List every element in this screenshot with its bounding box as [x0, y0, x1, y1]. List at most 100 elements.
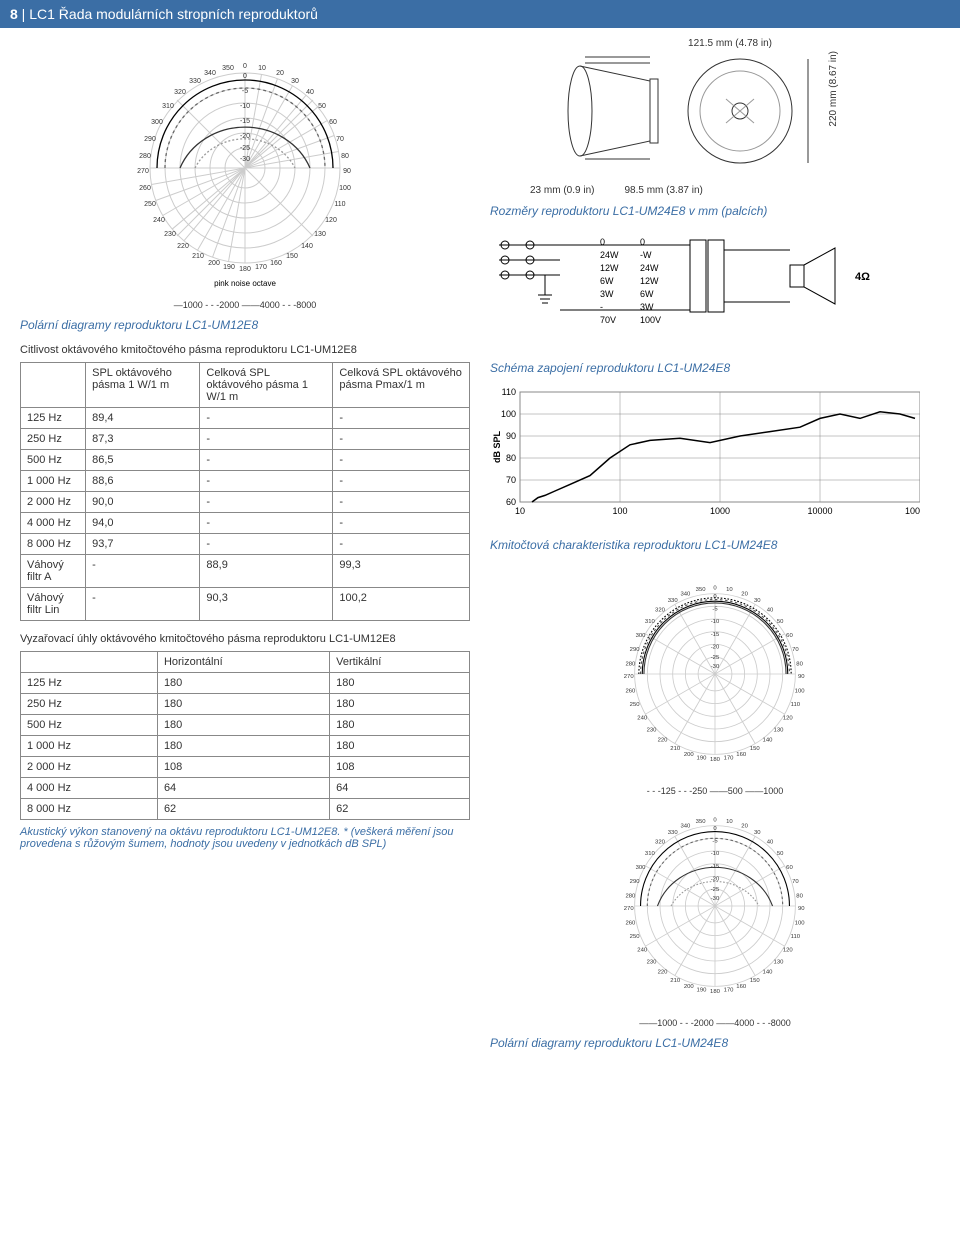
- wiring-caption: Schéma zapojení reproduktoru LC1-UM24E8: [490, 361, 940, 375]
- table-header: Horizontální: [157, 652, 329, 673]
- svg-text:110: 110: [334, 201, 345, 208]
- svg-text:150: 150: [750, 746, 761, 752]
- svg-text:260: 260: [625, 689, 636, 695]
- svg-text:200: 200: [684, 984, 695, 990]
- wiring-svg: 024W12W6W3W-70V0-W24W12W6W3W100V 4Ω: [490, 230, 890, 350]
- svg-text:-W: -W: [640, 250, 652, 260]
- svg-text:100: 100: [795, 921, 806, 927]
- svg-text:80: 80: [506, 453, 516, 463]
- svg-text:140: 140: [763, 970, 774, 976]
- table-row: 500 Hz86,5--: [21, 450, 470, 471]
- svg-text:330: 330: [668, 598, 679, 604]
- dim-bl: 23 mm (0.9 in): [530, 185, 594, 196]
- svg-text:-5: -5: [712, 839, 718, 845]
- svg-text:dB SPL: dB SPL: [492, 431, 502, 464]
- svg-text:290: 290: [630, 879, 641, 885]
- svg-text:-25: -25: [711, 655, 720, 661]
- polar2-legend: - - -125 - - -250 ——500 ——1000: [490, 786, 940, 796]
- svg-text:100: 100: [501, 409, 516, 419]
- svg-text:340: 340: [680, 591, 691, 597]
- table-row: 500 Hz180180: [21, 715, 470, 736]
- svg-text:230: 230: [164, 231, 176, 238]
- svg-text:210: 210: [192, 253, 204, 260]
- svg-text:100000: 100000: [905, 506, 920, 516]
- svg-text:-20: -20: [711, 877, 720, 883]
- polar-diagram-1: 01020 304050 607080 90100110 120130140 1…: [20, 38, 470, 310]
- svg-text:3W: 3W: [640, 302, 654, 312]
- svg-text:60: 60: [786, 633, 793, 639]
- svg-text:320: 320: [655, 839, 666, 845]
- svg-text:240: 240: [637, 948, 648, 954]
- left-column: 01020 304050 607080 90100110 120130140 1…: [20, 38, 470, 1062]
- table-header: [21, 363, 86, 408]
- svg-text:20: 20: [276, 70, 284, 77]
- svg-text:260: 260: [139, 185, 151, 192]
- svg-text:110: 110: [502, 387, 516, 397]
- svg-text:330: 330: [668, 830, 679, 836]
- svg-text:220: 220: [177, 243, 189, 250]
- svg-text:0: 0: [243, 63, 247, 70]
- svg-text:6W: 6W: [600, 276, 614, 286]
- svg-text:240: 240: [637, 716, 648, 722]
- svg-text:10: 10: [515, 506, 525, 516]
- svg-text:250: 250: [630, 702, 641, 708]
- svg-text:24W: 24W: [640, 263, 659, 273]
- svg-text:30: 30: [754, 598, 761, 604]
- svg-text:-30: -30: [711, 896, 720, 902]
- svg-text:0: 0: [640, 237, 645, 247]
- page-number: 8: [10, 6, 18, 22]
- svg-text:270: 270: [624, 906, 635, 912]
- svg-text:130: 130: [774, 960, 785, 966]
- svg-text:310: 310: [645, 619, 656, 625]
- svg-text:-25: -25: [240, 145, 250, 152]
- svg-text:70: 70: [792, 647, 799, 653]
- svg-text:230: 230: [647, 960, 658, 966]
- svg-text:-10: -10: [711, 619, 720, 625]
- svg-text:350: 350: [696, 819, 707, 825]
- svg-text:160: 160: [736, 752, 747, 758]
- page-header: 8 | LC1 Řada modulárních stropních repro…: [0, 0, 960, 28]
- svg-text:80: 80: [341, 153, 349, 160]
- svg-text:0: 0: [713, 817, 717, 823]
- svg-text:180: 180: [239, 266, 251, 273]
- svg-text:-10: -10: [240, 103, 250, 110]
- table-row: 2 000 Hz108108: [21, 757, 470, 778]
- svg-text:70: 70: [792, 879, 799, 885]
- wiring-figure: 024W12W6W3W-70V0-W24W12W6W3W100V 4Ω: [490, 230, 940, 353]
- svg-text:320: 320: [174, 89, 186, 96]
- svg-text:220: 220: [658, 970, 669, 976]
- svg-text:24W: 24W: [600, 250, 619, 260]
- svg-text:-: -: [600, 302, 603, 312]
- svg-text:120: 120: [325, 217, 337, 224]
- svg-text:-15: -15: [711, 632, 720, 638]
- svg-text:170: 170: [255, 264, 267, 271]
- table-row: 250 Hz87,3--: [21, 429, 470, 450]
- svg-text:70: 70: [336, 136, 344, 143]
- svg-text:-15: -15: [240, 118, 250, 125]
- polar-note: pink noise octave: [214, 279, 276, 288]
- svg-text:-5: -5: [712, 607, 718, 613]
- svg-text:0: 0: [713, 826, 717, 832]
- svg-text:60: 60: [786, 865, 793, 871]
- table-row: 1 000 Hz88,6--: [21, 471, 470, 492]
- svg-text:0: 0: [713, 594, 717, 600]
- table-row: 4 000 Hz94,0--: [21, 513, 470, 534]
- ohm-label: 4Ω: [855, 271, 870, 283]
- svg-text:-30: -30: [711, 664, 720, 670]
- svg-text:80: 80: [796, 662, 803, 668]
- svg-text:20: 20: [741, 823, 748, 829]
- svg-text:40: 40: [767, 607, 774, 613]
- svg-text:220: 220: [658, 738, 669, 744]
- dim-top: 121.5 mm (4.78 in): [520, 38, 940, 49]
- svg-text:290: 290: [144, 136, 156, 143]
- svg-text:110: 110: [791, 934, 801, 940]
- table-row: 8 000 Hz6262: [21, 799, 470, 820]
- svg-text:0: 0: [713, 585, 717, 591]
- svg-text:200: 200: [684, 752, 695, 758]
- svg-text:160: 160: [736, 984, 747, 990]
- svg-text:90: 90: [798, 674, 805, 680]
- svg-text:10: 10: [726, 587, 733, 593]
- svg-text:80: 80: [796, 894, 803, 900]
- table-row: 250 Hz180180: [21, 694, 470, 715]
- polar3-legend: ——1000 - - -2000 ——4000 - - -8000: [490, 1018, 940, 1028]
